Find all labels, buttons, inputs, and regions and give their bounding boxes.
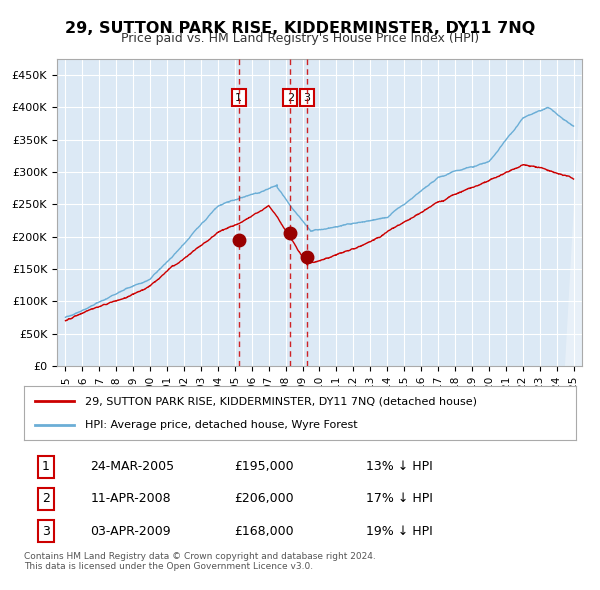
Text: 03-APR-2009: 03-APR-2009 — [90, 525, 171, 537]
Text: 1: 1 — [235, 93, 242, 103]
Text: Price paid vs. HM Land Registry's House Price Index (HPI): Price paid vs. HM Land Registry's House … — [121, 32, 479, 45]
Polygon shape — [565, 59, 582, 366]
Text: £206,000: £206,000 — [234, 493, 293, 506]
Text: HPI: Average price, detached house, Wyre Forest: HPI: Average price, detached house, Wyre… — [85, 419, 358, 430]
Text: 29, SUTTON PARK RISE, KIDDERMINSTER, DY11 7NQ: 29, SUTTON PARK RISE, KIDDERMINSTER, DY1… — [65, 21, 535, 35]
Text: 29, SUTTON PARK RISE, KIDDERMINSTER, DY11 7NQ (detached house): 29, SUTTON PARK RISE, KIDDERMINSTER, DY1… — [85, 396, 477, 407]
Text: 24-MAR-2005: 24-MAR-2005 — [90, 460, 175, 473]
Text: 13% ↓ HPI: 13% ↓ HPI — [366, 460, 433, 473]
Text: 3: 3 — [42, 525, 50, 537]
Text: 2: 2 — [287, 93, 294, 103]
Text: 2: 2 — [42, 493, 50, 506]
Text: 17% ↓ HPI: 17% ↓ HPI — [366, 493, 433, 506]
Text: 19% ↓ HPI: 19% ↓ HPI — [366, 525, 433, 537]
Text: £168,000: £168,000 — [234, 525, 293, 537]
Text: 1: 1 — [42, 460, 50, 473]
Text: Contains HM Land Registry data © Crown copyright and database right 2024.: Contains HM Land Registry data © Crown c… — [24, 552, 376, 560]
Text: 11-APR-2008: 11-APR-2008 — [90, 493, 171, 506]
Text: 3: 3 — [304, 93, 310, 103]
Text: £195,000: £195,000 — [234, 460, 293, 473]
Text: This data is licensed under the Open Government Licence v3.0.: This data is licensed under the Open Gov… — [24, 562, 313, 571]
